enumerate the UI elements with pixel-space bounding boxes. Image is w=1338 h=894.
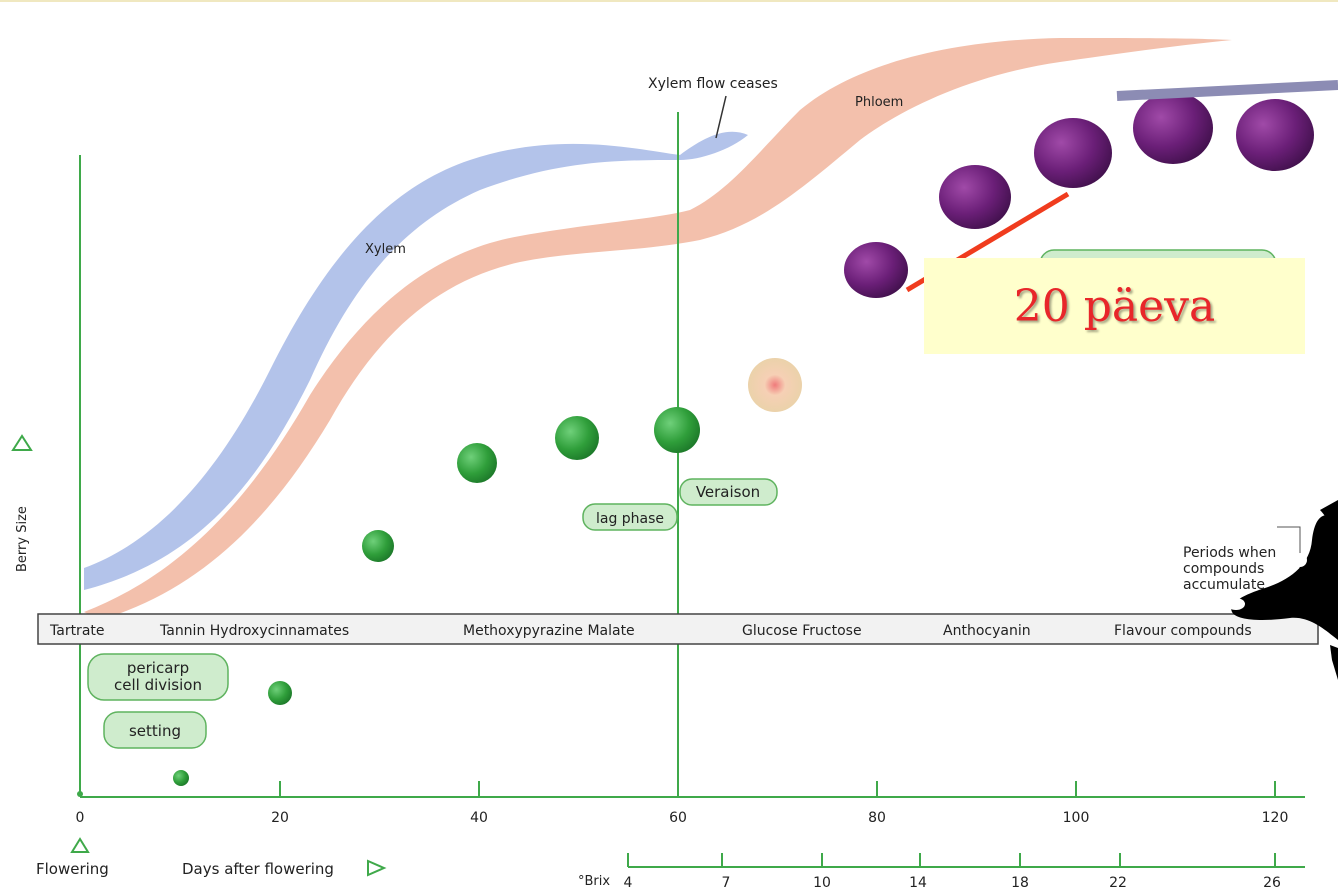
x-tick-label: 120: [1262, 810, 1289, 826]
days-arrow-icon: [367, 859, 387, 877]
dog-silhouette: [1231, 515, 1338, 640]
brix-tick-label: 18: [1011, 875, 1029, 891]
lag-phase-box: [582, 503, 678, 531]
compound-label: Methoxypyrazine Malate: [463, 623, 635, 639]
berry-day-100: [1034, 118, 1112, 188]
brix-tick-label: 26: [1263, 875, 1281, 891]
days-label: Days after flowering: [182, 860, 334, 878]
brix-tick-label: 4: [624, 875, 633, 891]
berry-day-80: [844, 242, 908, 298]
dog-paw: [1330, 645, 1338, 680]
compound-label: Glucose Fructose: [742, 623, 862, 639]
setting-label: setting: [129, 722, 181, 740]
x-ticks: 0 20 40 60 80 100 120: [76, 781, 1289, 826]
callout-box: 20 päeva: [924, 258, 1305, 354]
compounds-labels: Tartrate Tannin Hydroxycinnamates Methoxyp…: [49, 623, 1252, 639]
pericarp-label-line1: pericarp: [127, 659, 189, 677]
dog-nose-highlight: [1227, 598, 1245, 610]
berry-day-90: [939, 165, 1011, 229]
veraison-box: [679, 478, 778, 506]
xylem-ceases-pointer: [715, 95, 727, 139]
x-tick-label: 60: [669, 810, 687, 826]
berry-day-70-veraison: [748, 358, 802, 412]
berry-day-30: [362, 530, 394, 562]
compound-label: Tartrate: [49, 623, 105, 639]
x-tick-label: 40: [470, 810, 488, 826]
veraison-label: Veraison: [696, 483, 760, 501]
xylem-ceases-label: Xylem flow ceases: [648, 76, 778, 92]
brix-tick-label: 10: [813, 875, 831, 891]
x-tick-label: 20: [271, 810, 289, 826]
dog-eye: [1293, 553, 1307, 567]
ripening-bar: [1116, 80, 1338, 101]
pericarp-label-line2: cell division: [114, 676, 202, 694]
x-tick-label: 80: [868, 810, 886, 826]
origin-dot: [77, 791, 83, 797]
y-axis-arrow-icon: [11, 434, 33, 451]
flowering-arrow-icon: [70, 837, 90, 853]
periods-label-line2: compounds: [1183, 561, 1264, 577]
lag-phase-label: lag phase: [596, 511, 664, 527]
setting-box: [103, 711, 207, 749]
brix-label: °Brix: [578, 874, 610, 889]
flowering-label: Flowering: [36, 860, 109, 878]
periods-label-line1: Periods when: [1183, 545, 1276, 561]
berry-day-50: [555, 416, 599, 460]
phloem-band: [84, 38, 1232, 620]
xylem-label: Xylem: [365, 242, 406, 257]
compound-label: Anthocyanin: [943, 623, 1031, 639]
compound-label: Tannin Hydroxycinnamates: [159, 623, 349, 639]
xylem-band: [84, 131, 748, 591]
brix-tick-label: 22: [1109, 875, 1127, 891]
phloem-label: Phloem: [855, 95, 903, 110]
brix-tick-label: 7: [722, 875, 731, 891]
brix-ticks: 4 7 10 14 18 22 26: [624, 853, 1281, 891]
x-tick-label: 0: [76, 810, 85, 826]
dog-ear: [1320, 500, 1338, 560]
y-axis-label: Berry Size: [15, 506, 30, 572]
compounds-bar: [37, 613, 1319, 645]
berry-day-20: [268, 681, 292, 705]
pericarp-box: [87, 653, 229, 701]
compound-label: Flavour compounds: [1114, 623, 1252, 639]
brix-tick-label: 14: [909, 875, 927, 891]
berry-day-10: [173, 770, 189, 786]
berry-day-120: [1236, 99, 1314, 171]
berry-day-60: [654, 407, 700, 453]
berry-day-110: [1133, 92, 1213, 164]
x-tick-label: 100: [1063, 810, 1090, 826]
berry-day-40: [457, 443, 497, 483]
callout-text: 20 päeva: [1013, 280, 1216, 332]
periods-label-line3: accumulate: [1183, 577, 1265, 593]
